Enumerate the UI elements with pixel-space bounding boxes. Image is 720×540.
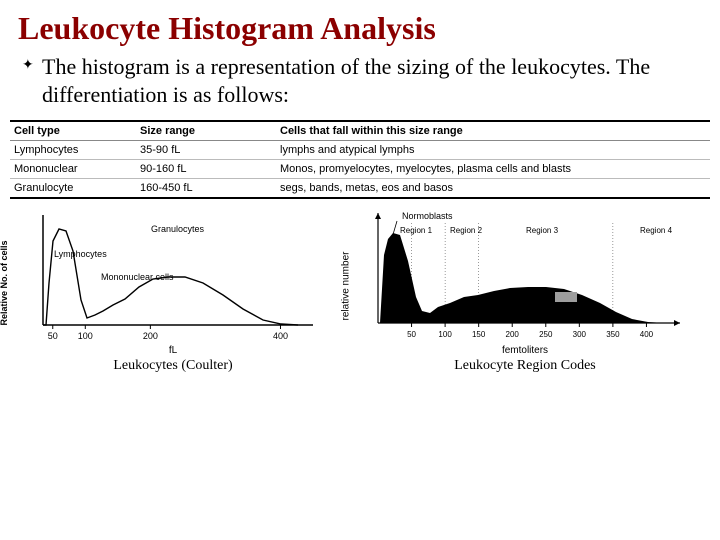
svg-text:Region 1: Region 1 <box>400 226 433 235</box>
svg-text:Granulocytes: Granulocytes <box>151 224 205 234</box>
table-cell: Monos, promyelocytes, myelocytes, plasma… <box>276 160 710 179</box>
table-cell: Mononuclear <box>10 160 136 179</box>
left-chart-svg: 50 100 200 400 Lymphocytes Granulocytes Mononu… <box>8 205 338 345</box>
table-cell: 90-160 fL <box>136 160 276 179</box>
leukocyte-histogram-left: Relative No. of cells 50100200400Lymphoc… <box>8 205 338 374</box>
cell-type-table: Cell typeSize rangeCells that fall withi… <box>10 120 710 199</box>
svg-text:Region 3: Region 3 <box>526 226 559 235</box>
table-header: Cells that fall within this size range <box>276 121 710 141</box>
svg-text:Region 2: Region 2 <box>450 226 483 235</box>
table-cell: Lymphocytes <box>10 141 136 160</box>
svg-text:Mononuclear cells: Mononuclear cells <box>101 272 174 282</box>
table-cell: lymphs and atypical lymphs <box>276 141 710 160</box>
body-paragraph: ✦ The histogram is a representation of t… <box>0 51 720 116</box>
page-title: Leukocyte Histogram Analysis <box>0 0 720 51</box>
svg-text:250: 250 <box>539 330 553 339</box>
svg-text:400: 400 <box>273 331 288 341</box>
right-caption: Leukocyte Region Codes <box>344 358 706 374</box>
leukocyte-histogram-right: relative number Normoblasts 50 100 150 200 2… <box>344 205 706 374</box>
svg-text:200: 200 <box>506 330 520 339</box>
svg-text:100: 100 <box>78 331 93 341</box>
table-cell: segs, bands, metas, eos and basos <box>276 179 710 199</box>
table-cell: 160-450 fL <box>136 179 276 199</box>
right-chart-svg: Normoblasts 50 100 150 200 250 300 350 400 Regio… <box>344 205 706 345</box>
svg-text:150: 150 <box>472 330 486 339</box>
svg-text:200: 200 <box>143 331 158 341</box>
svg-text:Lymphocytes: Lymphocytes <box>54 249 107 259</box>
left-y-axis-label: Relative No. of cells <box>0 240 9 325</box>
table-row: Lymphocytes35-90 fLlymphs and atypical l… <box>10 141 710 160</box>
table-header: Cell type <box>10 121 136 141</box>
svg-text:100: 100 <box>438 330 452 339</box>
table-row: Granulocyte160-450 fLsegs, bands, metas,… <box>10 179 710 199</box>
right-y-axis-label: relative number <box>341 252 352 321</box>
left-caption: Leukocytes (Coulter) <box>8 358 338 374</box>
left-x-axis-label: fL <box>8 345 338 356</box>
svg-text:300: 300 <box>573 330 587 339</box>
right-x-axis-label: femtoliters <box>344 345 706 356</box>
table-cell: 35-90 fL <box>136 141 276 160</box>
svg-text:Region 4: Region 4 <box>640 226 673 235</box>
svg-text:350: 350 <box>606 330 620 339</box>
svg-text:50: 50 <box>48 331 58 341</box>
svg-text:Normoblasts: Normoblasts <box>402 211 453 221</box>
table-row: Mononuclear90-160 fLMonos, promyelocytes… <box>10 160 710 179</box>
bullet-icon: ✦ <box>22 57 34 75</box>
body-text: The histogram is a representation of the… <box>42 54 650 107</box>
table-header: Size range <box>136 121 276 141</box>
svg-text:400: 400 <box>640 330 654 339</box>
table-cell: Granulocyte <box>10 179 136 199</box>
svg-text:50: 50 <box>407 330 416 339</box>
